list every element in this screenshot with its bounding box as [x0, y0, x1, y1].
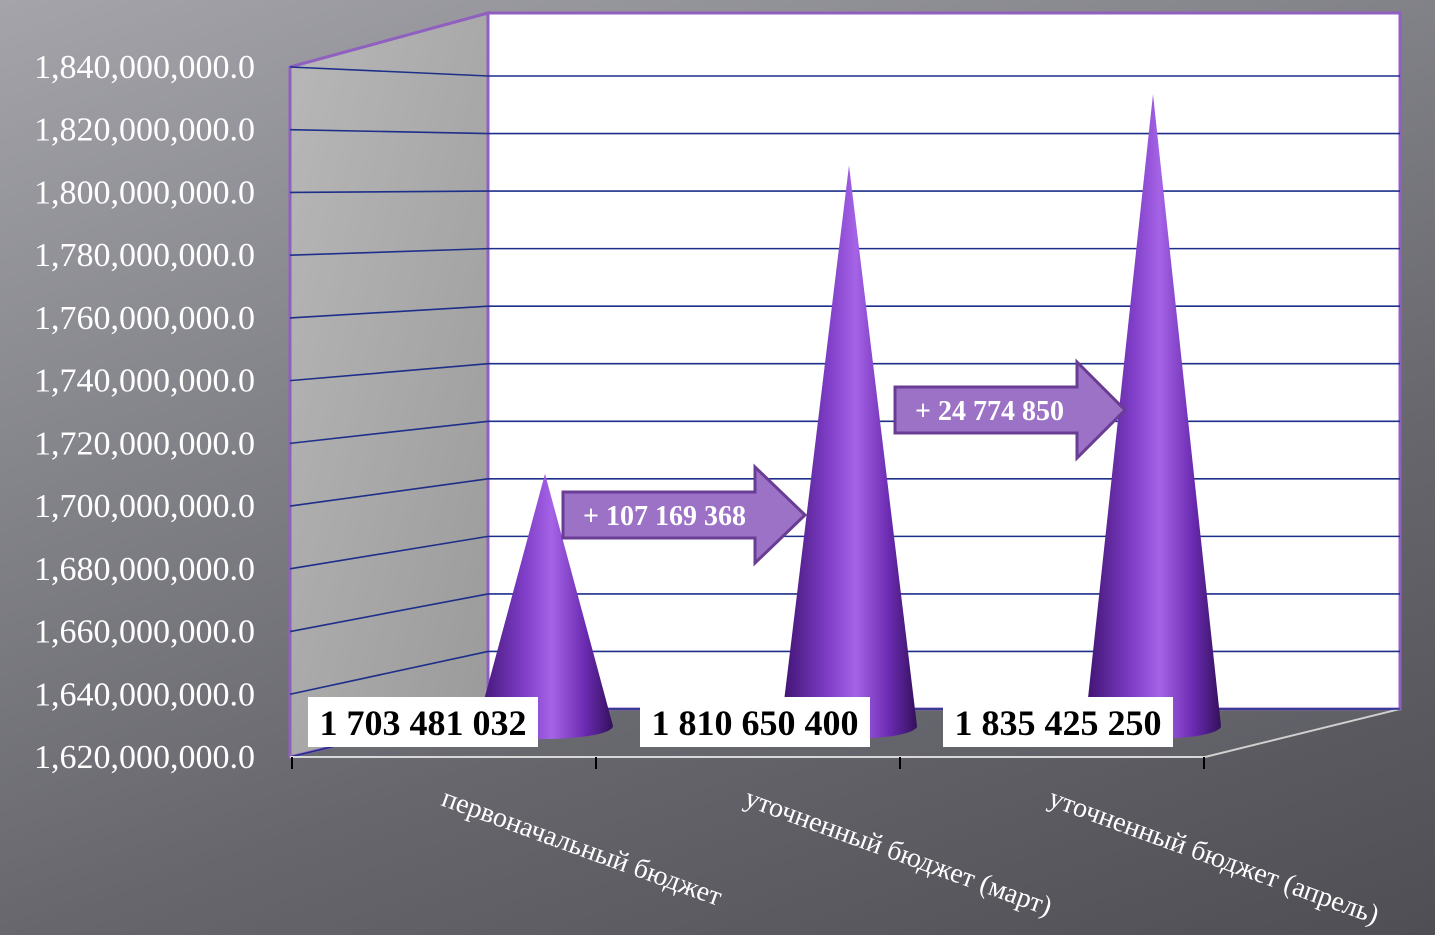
arrow-label: + 24 774 850 — [915, 396, 1064, 427]
gridline-side — [289, 305, 489, 319]
y-axis-ticks: 1,620,000,000.0 1,640,000,000.0 1,660,000,… — [34, 49, 255, 776]
y-tick-label: 1,840,000,000.0 — [34, 49, 255, 86]
arrow-shape — [893, 358, 1128, 462]
value-label-box — [308, 697, 538, 747]
annotation-arrow: + 107 169 368 — [561, 463, 808, 567]
gridline-side — [289, 362, 489, 382]
cone-bar — [477, 473, 613, 739]
grid-layer — [288, 11, 1402, 769]
gridline-side — [289, 190, 489, 194]
y-tick-label: 1,680,000,000.0 — [34, 551, 255, 588]
y-tick-label: 1,640,000,000.0 — [34, 676, 255, 713]
cone-body — [781, 165, 917, 740]
category-labels: первоначальный бюджет уточненный бюджет (… — [438, 782, 1383, 930]
category-label: уточненный бюджет (март) — [741, 782, 1057, 922]
y-tick-label: 1,760,000,000.0 — [34, 300, 255, 337]
y-tick-label: 1,700,000,000.0 — [34, 488, 255, 525]
y-tick-label: 1,740,000,000.0 — [34, 363, 255, 400]
plot-side-wall — [288, 11, 490, 759]
value-labels: 1 703 481 032 1 810 650 400 1 835 425 250 — [308, 697, 1173, 747]
value-label: 1 810 650 400 — [640, 697, 870, 747]
value-label: 1 835 425 250 — [943, 697, 1173, 747]
gridline-side — [289, 650, 489, 696]
gridline-side — [289, 478, 489, 507]
y-tick-label: 1,780,000,000.0 — [34, 237, 255, 274]
arrow-label: + 107 169 368 — [583, 501, 746, 532]
value-label-box — [640, 697, 870, 747]
value-label-text: 1 810 650 400 — [652, 703, 859, 743]
cone-bar — [781, 165, 917, 740]
value-label-box — [943, 697, 1173, 747]
category-label: уточненный бюджет (апрель) — [1045, 782, 1383, 930]
annotation-arrows: + 107 169 368 + 24 774 850 — [561, 358, 1128, 567]
gridline-side — [289, 420, 489, 445]
cone-body — [1085, 94, 1221, 740]
arrow-shape — [561, 463, 808, 567]
plot-back-wall — [486, 11, 1402, 711]
value-label-text: 1 703 481 032 — [320, 703, 527, 743]
gridline-side — [289, 128, 489, 135]
value-label: 1 703 481 032 — [308, 697, 538, 747]
gridline-side — [289, 247, 489, 256]
gridline-side — [289, 535, 489, 570]
cone-bar — [1085, 94, 1221, 740]
cone-layer — [477, 94, 1221, 740]
floor-edge — [1204, 708, 1401, 758]
value-label-text: 1 835 425 250 — [955, 703, 1162, 743]
gridline-side — [289, 66, 489, 77]
y-tick-label: 1,620,000,000.0 — [34, 739, 255, 776]
category-label: первоначальный бюджет — [438, 782, 726, 912]
y-tick-label: 1,720,000,000.0 — [34, 425, 255, 462]
y-tick-label: 1,660,000,000.0 — [34, 614, 255, 651]
annotation-arrow: + 24 774 850 — [893, 358, 1128, 462]
gridline-side — [289, 593, 489, 633]
y-tick-label: 1,800,000,000.0 — [34, 174, 255, 211]
y-tick-label: 1,820,000,000.0 — [34, 112, 255, 149]
cone-body — [477, 473, 613, 739]
